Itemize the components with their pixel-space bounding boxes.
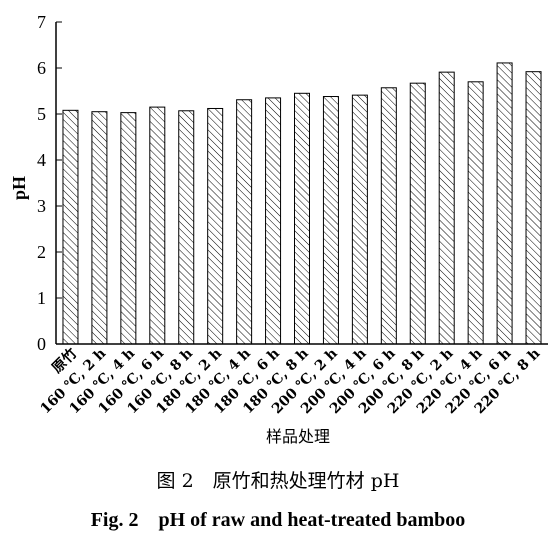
y-tick-label: 6: [37, 58, 46, 78]
bar: [236, 99, 253, 345]
bar: [207, 107, 224, 345]
bar: [525, 71, 542, 345]
y-tick-label: 3: [37, 196, 46, 216]
figure-caption-english: Fig. 2 pH of raw and heat-treated bamboo: [90, 509, 466, 531]
y-tick-label: 1: [37, 288, 46, 308]
bars: [62, 62, 542, 345]
bar: [467, 81, 484, 345]
y-tick-label: 7: [37, 12, 46, 32]
bar: [120, 112, 137, 345]
bar: [438, 71, 455, 345]
bar: [265, 97, 282, 345]
y-tick-label: 5: [37, 104, 46, 124]
bar: [91, 111, 108, 345]
bar: [178, 110, 195, 345]
y-tick-label: 0: [37, 334, 46, 354]
bar: [294, 92, 310, 345]
y-axis-label: pH: [9, 176, 29, 200]
bar: [322, 96, 339, 345]
bar: [149, 106, 166, 345]
x-axis-label: 样品处理: [266, 427, 330, 446]
y-tick-label: 2: [37, 242, 46, 262]
figure-caption-chinese: 图 2 原竹和热处理竹材 pH: [156, 470, 400, 492]
y-tick-label: 4: [37, 150, 46, 170]
bar: [496, 62, 513, 345]
bar: [409, 82, 426, 345]
bar: [62, 109, 79, 345]
y-axis-ticks: 0 1 2 3 4 5 6 7: [37, 12, 62, 354]
bar: [380, 87, 397, 345]
bar: [351, 94, 368, 345]
